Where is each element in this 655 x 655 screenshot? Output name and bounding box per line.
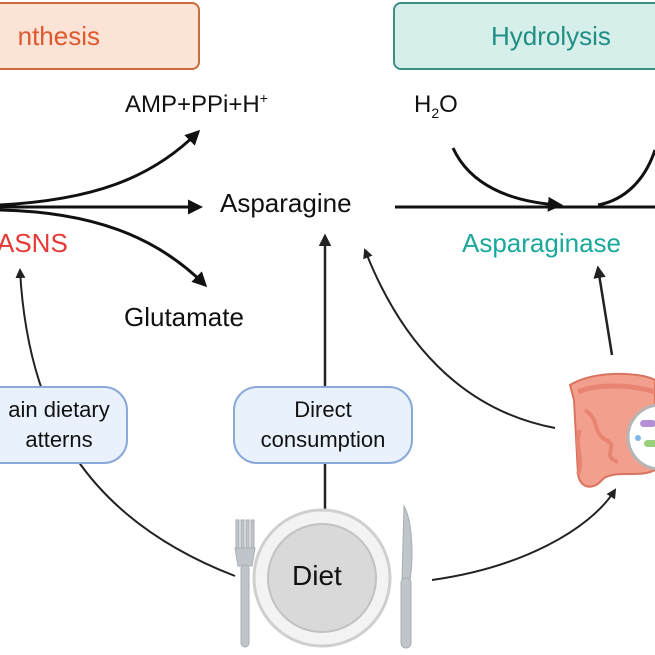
gut-to-asparagine-arrow [363,248,556,429]
bacteria-icon [626,403,655,471]
diet-label: Diet [292,560,342,591]
hydrolysis-title: Hydrolysis [491,20,611,51]
amp-label: AMP+PPi+H+ [125,90,268,119]
amp-text: AMP+PPi+H [125,91,260,118]
water-arrow [451,147,563,212]
water-label: H2O [414,91,458,121]
amp-charge: + [259,90,268,106]
dietary-patterns-line-1: ain dietary [8,397,110,422]
intestine-icon [568,372,655,488]
amp-branch-arrow [0,129,201,207]
synthesis-title: nthesis [17,20,100,51]
dietary-patterns-line-2: atterns [25,427,93,452]
glutamate-branch-arrow [0,208,208,288]
dietary-patterns-pill: ain dietary atterns [0,386,128,464]
fork-icon [234,519,256,648]
water-h: H [414,91,432,118]
direct-consumption-line-2: consumption [260,427,386,452]
direct-consumption-line-1: Direct [294,397,352,422]
synthesis-box: nthesis [0,2,200,70]
plate-icon [252,508,392,648]
asparagine-label: Asparagine [220,188,352,218]
water-o: O [439,91,458,118]
asparaginase-label: Asparaginase [462,228,621,258]
diet-to-gut-arrow [431,488,617,581]
asns-label: ASNS [0,228,68,258]
knife-icon [400,504,413,649]
glutamate-label: Glutamate [124,302,244,332]
hydrolysis-exit-curve [597,149,655,207]
direct-consumption-pill: Direct consumption [233,386,413,464]
water-subscript: 2 [431,104,440,121]
hydrolysis-box: Hydrolysis [393,2,655,70]
gut-to-asparaginase-arrow [593,265,614,356]
